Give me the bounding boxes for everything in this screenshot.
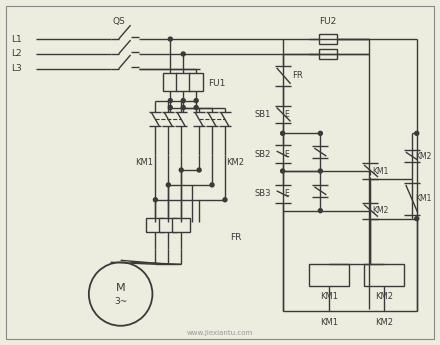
Circle shape bbox=[181, 52, 185, 56]
Circle shape bbox=[169, 99, 172, 102]
Bar bbox=[147, 218, 165, 231]
Text: E: E bbox=[285, 150, 290, 159]
Bar bbox=[189, 73, 203, 91]
Text: KM1: KM1 bbox=[372, 167, 389, 176]
Circle shape bbox=[194, 106, 198, 109]
Circle shape bbox=[319, 209, 323, 213]
Text: SB3: SB3 bbox=[255, 189, 271, 198]
Circle shape bbox=[194, 99, 198, 102]
Text: KM1: KM1 bbox=[320, 318, 338, 327]
Text: M: M bbox=[116, 283, 125, 293]
Text: KM2: KM2 bbox=[372, 206, 389, 215]
Circle shape bbox=[415, 217, 419, 220]
Circle shape bbox=[179, 168, 183, 172]
Bar bbox=[159, 218, 177, 231]
Text: FU2: FU2 bbox=[319, 17, 337, 26]
Bar bbox=[163, 73, 177, 91]
Text: KM1: KM1 bbox=[415, 194, 431, 203]
Text: L1: L1 bbox=[11, 34, 22, 43]
Bar bbox=[319, 34, 337, 44]
Text: KM2: KM2 bbox=[226, 158, 244, 167]
Circle shape bbox=[281, 131, 285, 135]
Text: KM2: KM2 bbox=[375, 293, 393, 302]
Bar bbox=[176, 73, 190, 91]
Circle shape bbox=[223, 198, 227, 202]
Text: KM2: KM2 bbox=[415, 152, 431, 161]
Circle shape bbox=[169, 37, 172, 41]
Text: E: E bbox=[285, 189, 290, 198]
Text: E: E bbox=[285, 110, 290, 119]
Text: KM1: KM1 bbox=[320, 293, 338, 302]
Circle shape bbox=[197, 168, 201, 172]
Bar bbox=[309, 264, 349, 286]
Text: KM1: KM1 bbox=[136, 158, 154, 167]
Circle shape bbox=[281, 169, 285, 173]
Text: FU1: FU1 bbox=[208, 79, 225, 88]
Text: QS: QS bbox=[113, 17, 125, 26]
Text: L3: L3 bbox=[11, 64, 22, 73]
Circle shape bbox=[181, 99, 185, 102]
Text: L2: L2 bbox=[11, 49, 22, 58]
Circle shape bbox=[415, 131, 419, 135]
Circle shape bbox=[319, 169, 323, 173]
Text: FR: FR bbox=[230, 233, 241, 242]
Text: www.jiexiantu.com: www.jiexiantu.com bbox=[187, 330, 253, 336]
Text: SB2: SB2 bbox=[255, 150, 271, 159]
Bar bbox=[172, 218, 190, 231]
Circle shape bbox=[319, 131, 323, 135]
Text: FR: FR bbox=[293, 71, 303, 80]
Text: KM2: KM2 bbox=[375, 318, 393, 327]
Circle shape bbox=[181, 106, 185, 109]
Circle shape bbox=[166, 183, 170, 187]
Circle shape bbox=[169, 106, 172, 109]
Bar bbox=[319, 49, 337, 59]
Bar bbox=[364, 264, 404, 286]
Circle shape bbox=[154, 198, 158, 202]
Circle shape bbox=[210, 183, 214, 187]
Text: SB1: SB1 bbox=[255, 110, 271, 119]
Text: 3~: 3~ bbox=[114, 297, 127, 306]
